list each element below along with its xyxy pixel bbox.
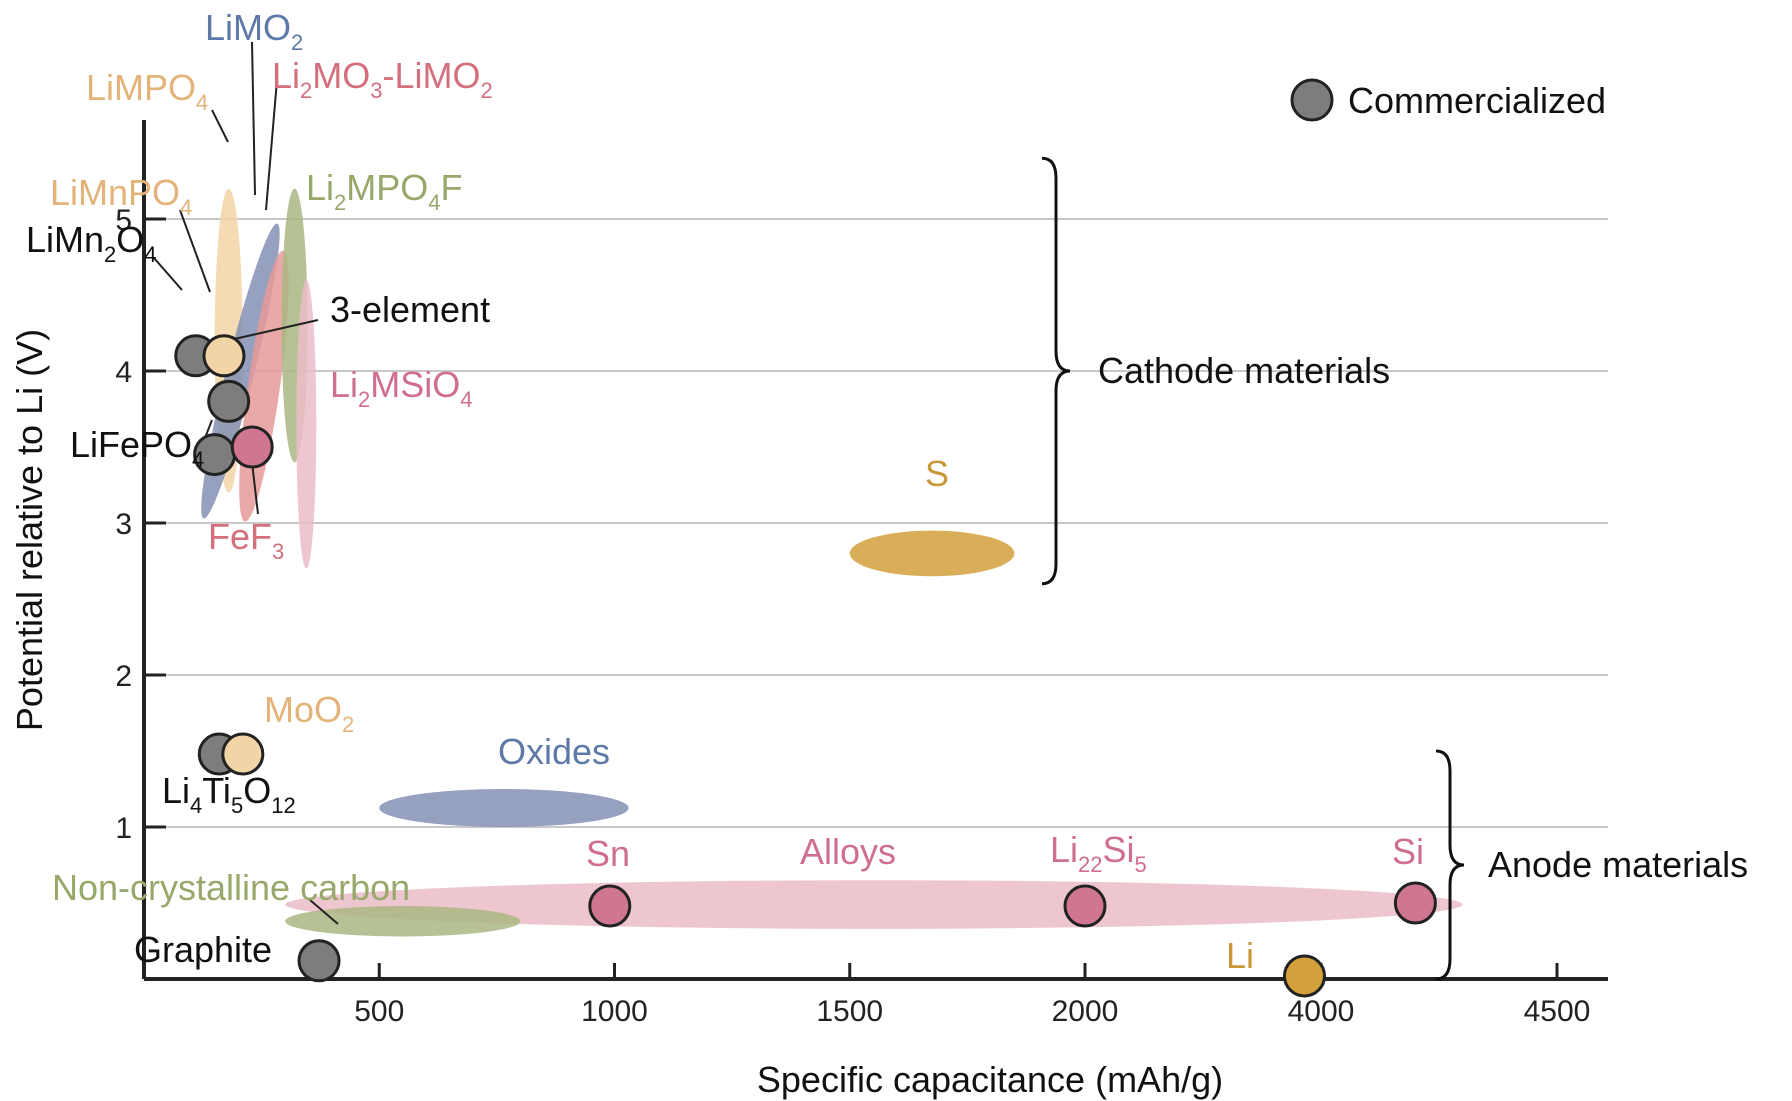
region-alloys: [285, 880, 1463, 929]
label-sn: Sn: [586, 833, 630, 874]
label-graphite: Graphite: [134, 929, 272, 970]
group-brace-1: [1435, 749, 1465, 981]
legend-label: Commercialized: [1348, 80, 1606, 121]
x-tick-label-500: 500: [354, 995, 404, 1028]
x-axis-title: Specific capacitance (mAh/g): [757, 1059, 1223, 1100]
leader-3-element: [229, 319, 319, 341]
legend: Commercialized: [1290, 78, 1606, 122]
label-oxides: Oxides: [498, 731, 610, 772]
label-limnpo4: LiMnPO4: [50, 172, 192, 220]
x-tick-label-4000: 4000: [1288, 995, 1355, 1028]
group-brace-0: [1041, 156, 1071, 586]
label-alloys: Alloys: [800, 831, 896, 872]
x-tick-label-4500: 4500: [1524, 995, 1591, 1028]
point-layer: [174, 334, 1437, 998]
label-limn2o4: LiMn2O4: [26, 219, 157, 267]
leader-carbon: [309, 899, 339, 925]
label-limo2: LiMO2: [205, 7, 303, 55]
region-oxides: [379, 789, 629, 827]
point-3-element: [207, 379, 251, 423]
label-s: S: [925, 453, 949, 494]
region-li2msio4: [296, 279, 317, 569]
region-s: [849, 530, 1015, 577]
label-li: Li: [1226, 935, 1254, 976]
point-si: [1393, 881, 1437, 925]
label-li4ti5o12: Li4Ti5O12: [162, 770, 296, 818]
y-tick-label-5: 5: [115, 204, 132, 237]
axis-layer: 1 2 3 4 5 500 1000 1500 2000 4000 4500: [115, 120, 1608, 1028]
y-tick-label-4: 4: [115, 356, 132, 389]
label-layer: LiMO2 LiMPO4 Li2MO3-LiMO2 Li2MPO4F LiMnP…: [26, 7, 1424, 976]
legend-marker: [1290, 78, 1334, 122]
point-limnpo4: [202, 334, 246, 378]
leader-limnpo4: [179, 209, 211, 293]
label-li2mo3-limo2: Li2MO3-LiMO2: [272, 55, 493, 103]
point-sn: [588, 884, 632, 928]
label-si: Si: [1392, 831, 1424, 872]
group-label-0: Cathode materials: [1098, 350, 1390, 391]
label-limpo4: LiMPO4: [86, 67, 208, 115]
label-limo2-sub: 2: [291, 30, 303, 55]
label-fef3: FeF3: [208, 516, 284, 564]
grid-layer: [144, 218, 1608, 828]
leader-li2mo3: [265, 79, 278, 211]
leader-limpo4: [211, 109, 229, 143]
x-tick-label-1000: 1000: [581, 995, 648, 1028]
point-fef3: [230, 425, 274, 469]
y-tick-label-3: 3: [115, 508, 132, 541]
label-li22si5: Li22Si5: [1050, 829, 1147, 877]
label-moo2: MoO2: [264, 689, 354, 737]
label-non-crystalline-carbon: Non-crystalline carbon: [52, 867, 410, 908]
group-layer: Cathode materials Anode materials: [1041, 156, 1748, 981]
leader-limo2: [251, 41, 256, 196]
label-limpo4-text: LiMPO: [86, 67, 196, 108]
x-tick-label-1500: 1500: [816, 995, 883, 1028]
point-moo2: [221, 732, 265, 776]
point-li22si5: [1063, 884, 1107, 928]
y-tick-label-2: 2: [115, 660, 132, 693]
y-axis-title: Potential relative to Li (V): [9, 329, 50, 731]
label-li2msio4: Li2MSiO4: [330, 364, 473, 412]
label-li2mpo4f: Li2MPO4F: [306, 167, 463, 215]
label-limpo4-sub: 4: [196, 90, 208, 115]
group-label-1: Anode materials: [1488, 844, 1748, 885]
region-non-crystalline-carbon: [285, 906, 521, 937]
label-3-element: 3-element: [330, 289, 490, 330]
y-tick-label-1: 1: [115, 812, 132, 845]
label-lifepo4: LiFePO4: [70, 424, 204, 472]
label-limo2-text: LiMO: [205, 7, 291, 48]
point-li: [1282, 954, 1326, 998]
x-tick-label-2000: 2000: [1052, 995, 1119, 1028]
leader-limn2o4: [153, 257, 183, 291]
point-graphite: [297, 939, 341, 983]
